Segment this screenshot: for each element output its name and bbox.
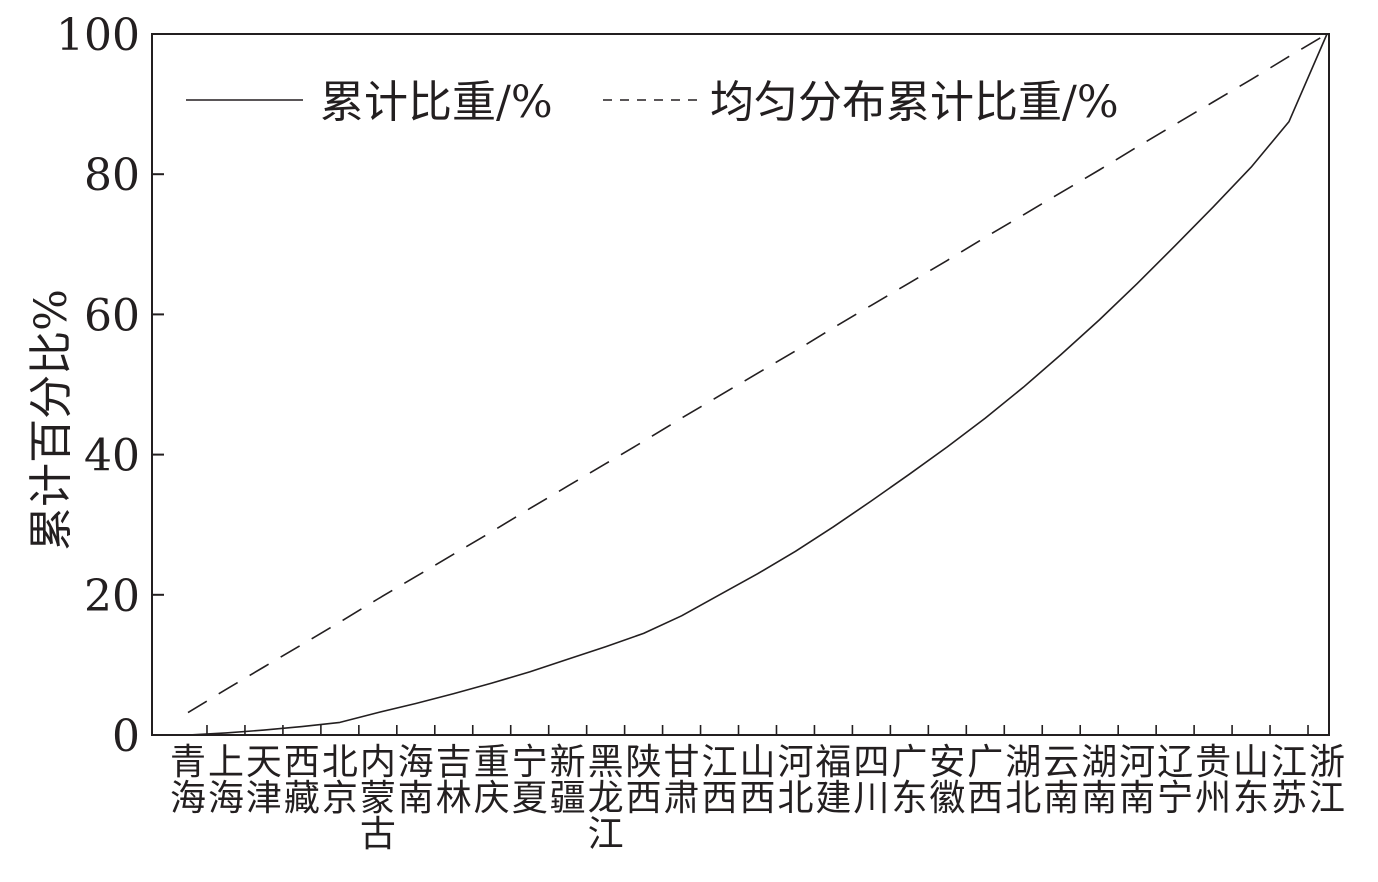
x-tick-label: 广东	[891, 742, 927, 819]
plot-frame	[151, 33, 1330, 736]
legend-label-uniform: 均匀分布累计比重/%	[710, 77, 1119, 128]
x-tick-label: 浙江	[1309, 742, 1345, 819]
y-tick-label: 80	[84, 150, 140, 201]
x-tick-label: 西藏	[284, 742, 320, 819]
x-tick-label: 湖北	[1005, 742, 1041, 819]
x-tick-label: 天津	[246, 742, 282, 819]
series-line-uniform	[187, 33, 1328, 714]
x-tick-label: 海南	[398, 742, 434, 819]
x-tick-label: 云南	[1043, 742, 1079, 819]
x-tick-label: 福建	[815, 742, 851, 819]
x-tick-label: 甘肃	[664, 742, 700, 819]
x-tick-label: 新疆	[550, 742, 586, 819]
y-tick-label: 20	[84, 571, 140, 622]
x-tick-label: 江苏	[1271, 742, 1307, 819]
y-tick-label: 60	[84, 290, 140, 341]
legend: 累计比重/% 均匀分布累计比重/%	[186, 77, 1119, 128]
y-tick-label: 100	[56, 10, 140, 61]
legend-label-cumulative: 累计比重/%	[320, 77, 553, 128]
x-tick-label: 青海	[170, 742, 206, 819]
x-axis: 青海上海天津西藏北京内蒙古海南吉林重庆宁夏新疆黑龙江陕西甘肃江西山西河北福建四川…	[170, 725, 1345, 855]
x-tick-label: 湖南	[1081, 742, 1117, 819]
series-layer	[187, 33, 1328, 736]
x-tick-label: 贵州	[1195, 742, 1231, 819]
x-tick-label: 宁夏	[512, 742, 548, 819]
x-tick-label: 山东	[1233, 742, 1269, 819]
x-tick-label: 辽宁	[1157, 742, 1193, 819]
y-tick-label: 0	[112, 711, 140, 762]
x-tick-label: 江西	[702, 742, 738, 819]
x-tick-label: 陕西	[626, 742, 662, 819]
x-tick-label: 河南	[1119, 742, 1155, 819]
x-tick-label: 四川	[853, 742, 889, 819]
series-line-cumulative	[187, 33, 1328, 736]
x-tick-label: 上海	[208, 742, 244, 819]
x-tick-label: 山西	[739, 742, 775, 819]
x-tick-label: 河北	[777, 742, 813, 819]
x-tick-label: 内蒙古	[360, 742, 396, 855]
x-tick-label: 安徽	[929, 742, 965, 819]
x-tick-label: 广西	[967, 742, 1003, 819]
x-tick-label: 黑龙江	[588, 742, 624, 855]
y-axis: 0 20 40 60 80 100	[56, 10, 164, 762]
y-tick-label: 40	[84, 431, 140, 482]
x-tick-label: 重庆	[474, 742, 510, 819]
y-axis-label: 累计百分比%	[26, 289, 77, 551]
x-tick-label: 北京	[322, 742, 358, 819]
x-tick-label: 吉林	[436, 742, 472, 819]
